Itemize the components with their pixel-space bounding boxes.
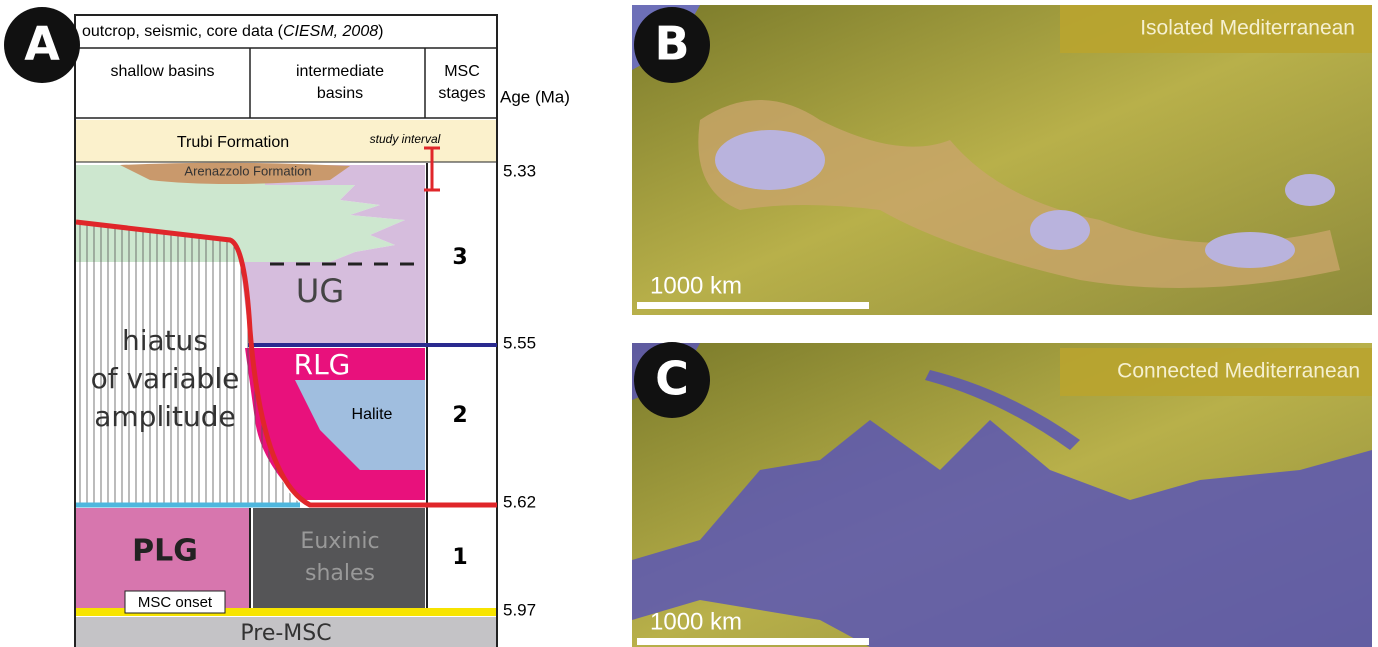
unit-label: study interval	[370, 132, 441, 146]
age-value: 5.97	[503, 600, 536, 619]
age-value: 5.55	[503, 333, 536, 352]
badge-letter: A	[24, 17, 60, 71]
panel-a: outcrop, seismic, core data (CIESM, 2008…	[4, 7, 570, 647]
euxinic-unit	[253, 508, 425, 608]
source-text: outcrop, seismic, core data (CIESM, 2008…	[82, 23, 383, 40]
column-header: MSC stages	[427, 55, 497, 105]
unit-label: MSC onset	[138, 594, 213, 611]
scale-bar	[637, 638, 869, 645]
basin	[1285, 174, 1335, 206]
figure: outcrop, seismic, core data (CIESM, 2008…	[0, 0, 1378, 647]
unit-label: Trubi Formation	[177, 134, 289, 151]
unit-label: PLG	[132, 534, 198, 569]
map-title: Connected Mediterranean	[1117, 360, 1360, 383]
age-value: 5.33	[503, 161, 536, 180]
map-title: Isolated Mediterranean	[1140, 17, 1355, 40]
basin	[1030, 210, 1090, 250]
unit-label: Arenazzolo Formation	[184, 163, 311, 178]
stage-column	[428, 163, 496, 505]
unit-label: hiatus	[122, 324, 208, 357]
unit-label: Halite	[352, 406, 393, 423]
unit-label: shales	[305, 561, 375, 586]
basin	[715, 130, 825, 190]
age-label: Age (Ma)	[500, 87, 570, 106]
panel-c: Connected Mediterranean 1000 km C	[632, 342, 1372, 647]
scale-label: 1000 km	[650, 272, 742, 299]
unit-label: of variable	[91, 362, 240, 395]
stage-number: 2	[452, 403, 467, 428]
badge-letter: B	[654, 17, 689, 71]
unit-label: Euxinic	[300, 529, 379, 554]
stage-number: 1	[452, 545, 467, 570]
unit-label: Pre-MSC	[240, 621, 331, 646]
column-header: shallow basins	[80, 55, 245, 83]
stage-number: 3	[452, 245, 467, 270]
unit-label: amplitude	[94, 400, 236, 433]
panel-b: Isolated Mediterranean 1000 km B	[632, 5, 1372, 315]
scale-label: 1000 km	[650, 608, 742, 635]
scale-bar	[637, 302, 869, 309]
unit-label: RLG	[294, 348, 351, 381]
basin	[1205, 232, 1295, 268]
unit-label: UG	[296, 272, 344, 310]
column-header: intermediate basins	[285, 55, 395, 105]
age-value: 5.62	[503, 492, 536, 511]
badge-letter: C	[655, 352, 689, 406]
